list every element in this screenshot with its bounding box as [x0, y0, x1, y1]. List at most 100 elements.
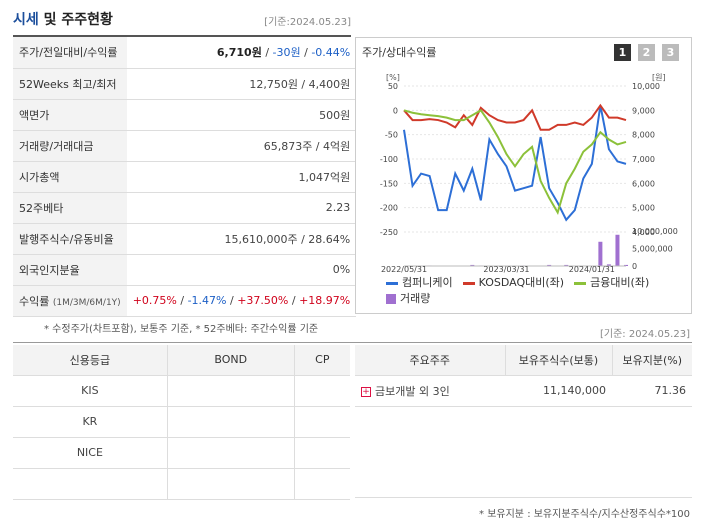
return-1m: +0.75%	[132, 294, 177, 307]
chart-panel: 주가/상대수익률 1 2 3 [%] [원] 50 0 -50 -100 -150 -200 -…	[355, 37, 692, 314]
separator: /	[261, 46, 273, 60]
footnote-date: [기준: 2024.05.23]	[599, 329, 690, 340]
info-key: 수익률 (1M/3M/6M/1Y)	[13, 285, 127, 317]
table-row: 발행주식수/유동비율 15,610,000주 / 28.64%	[13, 223, 357, 255]
table-row: NICE	[13, 436, 350, 469]
footnote-basis: * 수정주가(차트포함), 보통주 기준, * 52주베타: 주간수익률 기준	[44, 324, 319, 335]
section-rule	[13, 342, 692, 343]
legend-item: 컴퍼니케이	[386, 275, 453, 291]
table-cell	[293, 436, 350, 469]
volume-bar	[615, 234, 620, 266]
info-value: 0%	[126, 254, 357, 286]
volume-tick-label: 0	[632, 262, 637, 271]
table-row: KR	[13, 405, 350, 438]
section-title: 시세 및 주주현황	[13, 9, 351, 29]
legend-item: 금융대비(좌)	[574, 275, 649, 291]
table-cell: 71.36	[612, 375, 692, 407]
x-tick-label: 2023/03/31	[483, 265, 529, 274]
current-price: 6,710원	[216, 46, 262, 60]
left-tick-label: 50	[388, 82, 398, 91]
legend-swatch	[574, 281, 587, 285]
info-value: 12,750원 / 4,400원	[126, 68, 357, 100]
column-header: 보유지분(%)	[611, 345, 692, 376]
legend-swatch	[462, 281, 475, 285]
right-tick-label: 6,000	[632, 179, 655, 188]
table-cell: + 금보개발 외 3인	[355, 375, 505, 407]
table-header-row: 주요주주 보유주식수(보통) 보유지분(%)	[355, 345, 692, 376]
right-tick-label: 4,000	[632, 228, 655, 237]
right-tick-label: 9,000	[632, 106, 655, 115]
table-cell	[166, 467, 295, 500]
chart-page-2-button[interactable]: 2	[638, 44, 655, 61]
chart-page-3-button[interactable]: 3	[662, 44, 679, 61]
table-row: + 금보개발 외 3인 11,140,000 71.36	[355, 375, 692, 407]
table-row	[13, 467, 350, 500]
column-header: 신용등급	[13, 345, 168, 376]
section-header: 시세 및 주주현황 [기준:2024.05.23]	[13, 9, 351, 35]
section-title-rest: 및 주주현황	[38, 12, 113, 28]
legend-label: 컴퍼니케이	[402, 276, 453, 289]
table-row: 수익률 (1M/3M/6M/1Y) +0.75% / -1.47% / +37.…	[13, 285, 357, 317]
info-value: 500원	[126, 99, 357, 131]
section-title-main: 시세	[13, 12, 39, 28]
column-header: BOND	[166, 345, 295, 376]
legend-label: 거래량	[400, 292, 431, 305]
volume-bar	[624, 264, 628, 266]
volume-bar	[606, 264, 611, 266]
table-cell	[166, 374, 295, 407]
return-key-sub: (1M/3M/6M/1Y)	[52, 297, 121, 308]
table-row: 외국인지분율 0%	[13, 254, 357, 286]
return-6m: +37.50%	[237, 294, 289, 307]
info-value: +0.75% / -1.47% / +37.50% / +18.97%	[126, 285, 357, 317]
volume-bar	[470, 264, 475, 266]
table-row: KIS	[13, 374, 350, 407]
chart-title: 주가/상대수익률	[362, 46, 437, 59]
info-key: 주가/전일대비/수익률	[13, 37, 127, 69]
left-tick-label: 0	[393, 106, 398, 115]
table-cell: NICE	[13, 436, 168, 469]
separator: /	[288, 294, 300, 307]
shareholder-name[interactable]: 금보개발 외 3인	[375, 384, 450, 398]
series-line-0	[403, 105, 627, 222]
right-tick-label: 7,000	[632, 155, 655, 164]
table-cell	[293, 467, 350, 500]
major-shareholders-table: 주요주주 보유주식수(보통) 보유지분(%) + 금보개발 외 3인 11,140…	[355, 345, 692, 407]
info-key: 거래량/거래대금	[13, 130, 127, 162]
volume-bar	[564, 264, 569, 266]
chart-legend: 컴퍼니케이 KOSDAQ대비(좌) 금융대비(좌) 거래량	[386, 275, 686, 307]
info-key: 액면가	[13, 99, 127, 131]
table-cell	[166, 405, 295, 438]
table-row: 시가총액 1,047억원	[13, 161, 357, 193]
info-value: 15,610,000주 / 28.64%	[126, 223, 357, 255]
table-cell: KR	[13, 405, 168, 438]
table-cell	[166, 436, 295, 469]
info-key: 52Weeks 최고/최저	[13, 68, 127, 100]
table-cell: KIS	[13, 374, 168, 407]
table-cell	[293, 374, 350, 407]
right-axis-unit: [원]	[652, 73, 666, 82]
info-key: 외국인지분율	[13, 254, 127, 286]
holders-table-empty-area	[355, 406, 692, 498]
column-header: 주요주주	[355, 345, 506, 376]
left-axis-unit: [%]	[386, 73, 400, 82]
table-row: 액면가 500원	[13, 99, 357, 131]
volume-bar	[598, 241, 603, 266]
left-tick-label: -200	[380, 204, 398, 213]
x-tick-label: 2024/01/31	[569, 265, 615, 274]
right-tick-label: 8,000	[632, 131, 655, 140]
date-stamp: [기준:2024.05.23]	[264, 17, 351, 28]
volume-tick-label: 10,000,000	[632, 227, 678, 236]
legend-item: KOSDAQ대비(좌)	[462, 275, 565, 291]
legend-label: KOSDAQ대비(좌)	[478, 276, 565, 289]
table-row: 52주베타 2.23	[13, 192, 357, 224]
price-change: -30원	[272, 46, 301, 60]
separator: /	[176, 294, 188, 307]
volume-bar	[547, 264, 552, 266]
footnote-holding: * 보유지분 : 보유지분주식수/지수산정주식수*100	[479, 509, 690, 520]
legend-label: 금융대비(좌)	[590, 276, 650, 289]
expand-plus-icon[interactable]: +	[361, 386, 371, 397]
legend-swatch	[386, 294, 396, 304]
table-cell	[293, 405, 350, 438]
chart-page-1-button[interactable]: 1	[614, 44, 631, 61]
price-change-pct: -0.44%	[311, 46, 351, 60]
